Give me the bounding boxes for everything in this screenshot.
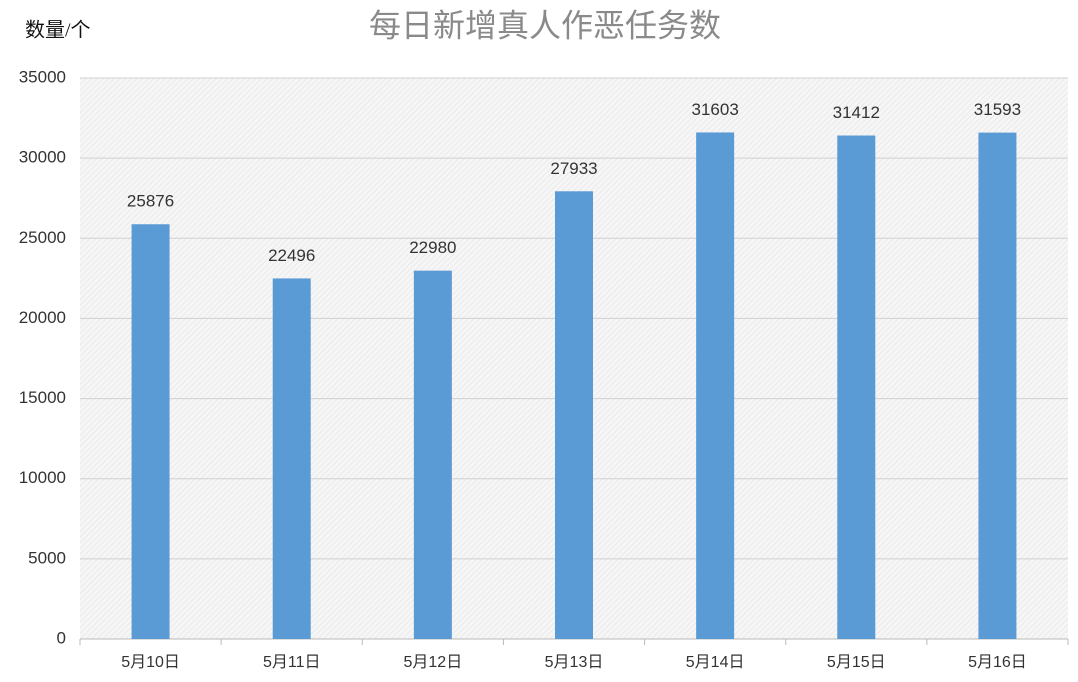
- x-tick-label: 5月10日: [121, 654, 180, 671]
- bar: [555, 191, 593, 639]
- value-label: 25876: [127, 192, 174, 211]
- y-tick-label: 15000: [19, 388, 66, 407]
- value-label: 31593: [974, 100, 1021, 119]
- bar: [272, 278, 311, 639]
- chart-title: 每日新增真人作恶任务数: [369, 7, 721, 43]
- x-tick-label: 5月11日: [263, 654, 321, 671]
- x-tick-label: 5月12日: [404, 654, 463, 671]
- x-tick-label: 5月13日: [545, 654, 604, 671]
- value-label: 22980: [409, 238, 456, 257]
- y-tick-label: 0: [57, 628, 66, 647]
- bar: [837, 135, 876, 640]
- y-tick-label: 20000: [19, 308, 66, 327]
- y-axis-label: 数量/个: [25, 19, 91, 42]
- x-tick-label: 5月14日: [686, 654, 745, 671]
- value-label: 31412: [833, 103, 880, 122]
- bar: [131, 224, 170, 639]
- value-label: 27933: [550, 159, 597, 178]
- bar: [696, 132, 735, 640]
- y-tick-label: 10000: [19, 468, 66, 487]
- y-tick-label: 5000: [28, 548, 66, 567]
- value-label: 31603: [692, 100, 739, 119]
- y-tick-label: 30000: [19, 148, 66, 167]
- bar: [413, 270, 452, 639]
- value-label: 22496: [268, 246, 315, 265]
- bar: [978, 132, 1017, 639]
- x-tick-label: 5月15日: [827, 654, 886, 671]
- x-tick-label: 5月16日: [968, 654, 1027, 671]
- y-tick-label: 25000: [19, 228, 66, 247]
- y-tick-label: 35000: [19, 67, 66, 86]
